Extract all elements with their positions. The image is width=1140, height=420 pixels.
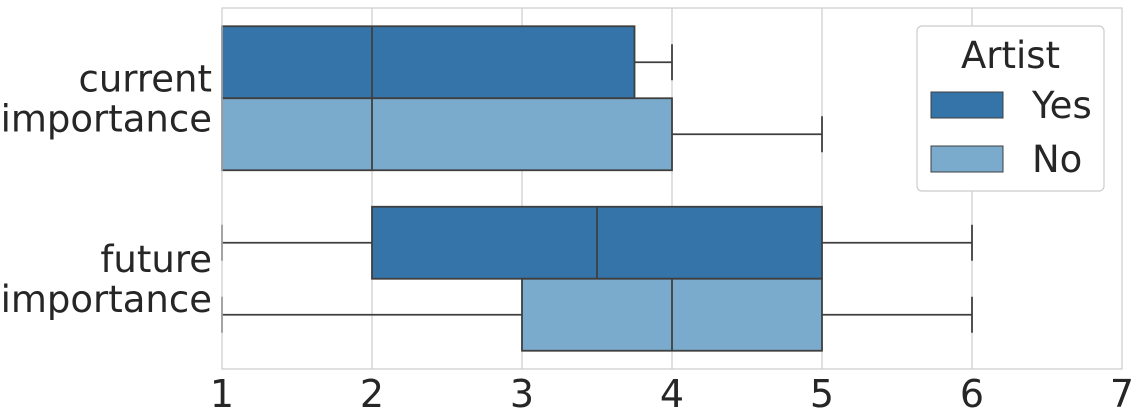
x-tick-label-2: 2: [360, 372, 384, 416]
box-no-0: [221, 97, 823, 172]
x-axis-ticks: 1 2 3 4 5 6 7: [210, 372, 1134, 416]
legend-entry-yes: Yes: [1031, 84, 1092, 127]
x-tick-label-4: 4: [660, 372, 684, 416]
x-tick-label-5: 5: [810, 372, 834, 416]
y-category-label-1: future importance: [1, 238, 212, 321]
x-tick-label-7: 7: [1110, 372, 1134, 416]
box-no-1: [221, 277, 973, 352]
box-yes-0: [221, 25, 673, 100]
y-category-label-0: current importance: [1, 57, 212, 140]
x-tick-label-3: 3: [510, 372, 534, 416]
box-yes-1: [221, 205, 973, 280]
legend-entry-no: No: [1032, 138, 1082, 181]
box-body: [221, 97, 673, 172]
x-tick-label-6: 6: [960, 372, 984, 416]
legend-title: Artist: [961, 34, 1060, 77]
plot-area-frame: [221, 7, 1123, 370]
legend-swatch-yes: [930, 91, 1004, 119]
box-group: [221, 25, 973, 352]
y-axis-categories: current importance future importance: [1, 57, 212, 321]
legend: Artist Yes No: [916, 25, 1105, 192]
x-tick-label-1: 1: [210, 372, 234, 416]
box-body: [221, 25, 636, 100]
legend-swatch-no: [930, 145, 1004, 173]
